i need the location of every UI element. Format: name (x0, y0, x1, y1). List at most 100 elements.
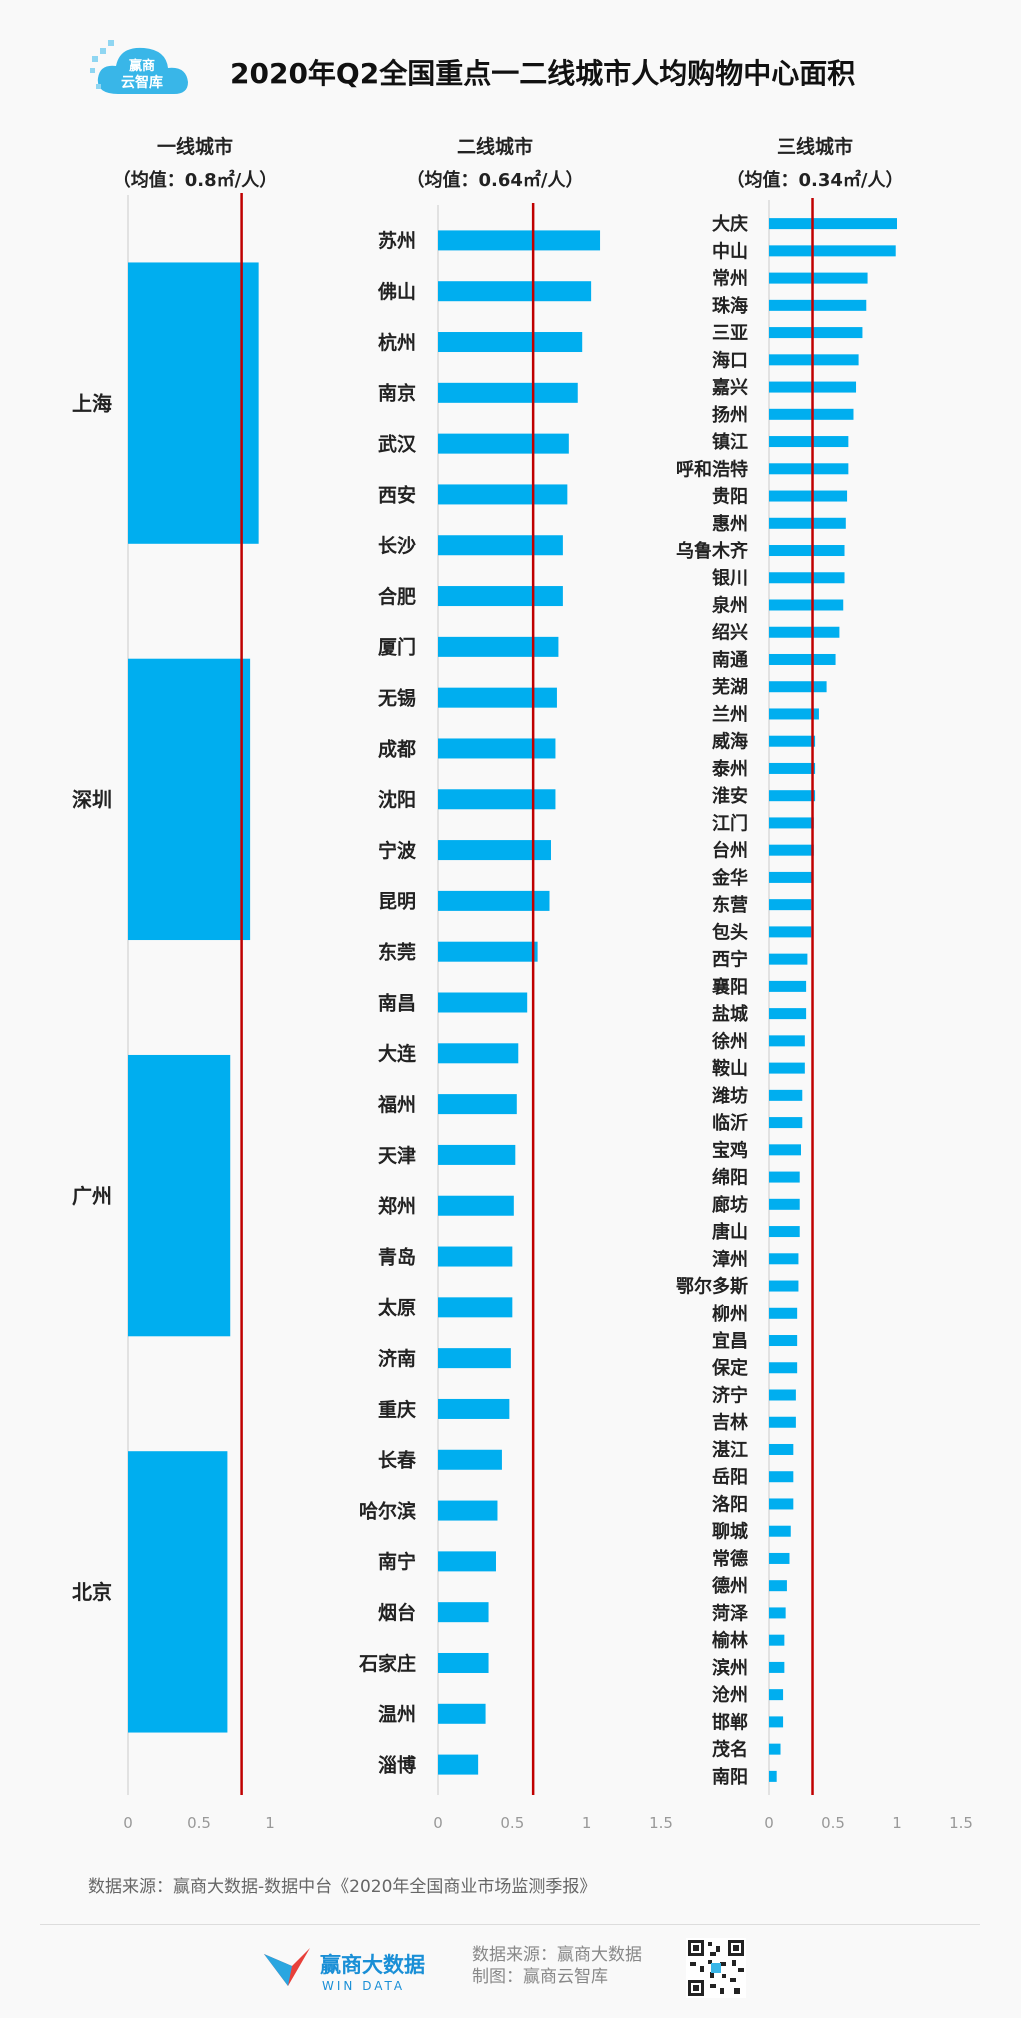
panel-3-bar-17 (769, 681, 827, 693)
panel-3-bar-50 (769, 1580, 787, 1592)
panel-2-tick-label-2: 1 (582, 1814, 592, 1832)
footer-credits: 数据来源：赢商大数据 制图：赢商云智库 (472, 1944, 642, 1988)
panel-3-tick-label-2: 1 (892, 1814, 902, 1832)
panel-2-category-label-10: 成都 (378, 737, 416, 760)
panel-3-tick-label-0: 0 (764, 1814, 774, 1832)
windata-brand-cn: 赢商大数据 (320, 1953, 425, 1977)
panel-2-category-label-12: 宁波 (378, 839, 417, 862)
panel-2-category-label-3: 南京 (378, 382, 416, 405)
panel-3-category-label-22: 江门 (712, 812, 748, 834)
panel-2-bar-13 (438, 890, 550, 911)
panel-3-category-label-31: 鞍山 (712, 1058, 748, 1080)
panel-1-tick-label-2: 1 (265, 1814, 275, 1832)
panel-2-bar-26 (438, 1551, 496, 1572)
panel-3-category-label-10: 贵阳 (712, 487, 748, 508)
panel-3-bar-23 (769, 844, 814, 856)
panel-2-bar-30 (438, 1754, 479, 1775)
panel-3-category-label-55: 邯郸 (712, 1711, 748, 1733)
panel-3-bar-31 (769, 1062, 805, 1074)
panel-2-category-label-29: 温州 (378, 1704, 416, 1726)
panel-2-category-label-26: 南宁 (378, 1550, 416, 1573)
panel-3-bar-30 (769, 1035, 805, 1047)
credit-made: 制图：赢商云智库 (472, 1967, 608, 1987)
panel-3-bar-7 (769, 408, 854, 420)
panel-2-bar-29 (438, 1703, 486, 1724)
panel-1-subtitle: （均值：0.8㎡/人） (112, 170, 278, 191)
panel-2-category-label-28: 石家庄 (358, 1652, 416, 1675)
panel-2-category-label-13: 昆明 (378, 891, 416, 913)
panel-3-bar-0 (769, 218, 897, 230)
panel-3-category-label-17: 芜湖 (712, 676, 748, 698)
panel-3-bar-29 (769, 1008, 807, 1020)
panel-3-category-label-38: 漳州 (712, 1248, 748, 1270)
panel-3-bar-27 (769, 953, 808, 965)
panel-1-category-label-2: 广州 (72, 1184, 112, 1208)
panel-3-bar-16 (769, 653, 836, 665)
panel-2-category-label-22: 济南 (378, 1347, 416, 1370)
panel-3-bar-5 (769, 354, 859, 366)
panel-3-category-label-57: 南阳 (712, 1766, 748, 1788)
logo-text-top: 赢商 (129, 58, 155, 74)
panel-3-category-label-24: 金华 (711, 867, 748, 889)
panel-3-bar-57 (769, 1770, 777, 1782)
page-title: 2020年Q2全国重点一二线城市人均购物中心面积 (230, 57, 856, 90)
panel-3-category-label-30: 徐州 (711, 1030, 748, 1052)
panel-2-bar-2 (438, 332, 583, 353)
panel-3-category-label-56: 茂名 (712, 1739, 748, 1761)
panel-3-tick-label-1: 0.5 (821, 1814, 845, 1832)
panel-3-bar-56 (769, 1743, 781, 1755)
panel-3-category-label-48: 聊城 (712, 1521, 748, 1543)
panel-2-bar-16 (438, 1043, 519, 1064)
panel-3-bar-13 (769, 572, 845, 584)
panel-2-bar-28 (438, 1652, 489, 1673)
panel-3-category-label-11: 惠州 (712, 514, 748, 535)
panel-2-bar-0 (438, 230, 601, 251)
panel-3-tick-label-3: 1.5 (949, 1814, 973, 1832)
panel-3-title: 三线城市 (776, 136, 853, 158)
panel-2-bar-20 (438, 1246, 513, 1267)
winshang-cloud-logo: 赢商 云智库 (90, 40, 188, 94)
panel-2-bar-23 (438, 1398, 510, 1419)
panel-2-category-label-25: 哈尔滨 (359, 1499, 416, 1522)
panel-3-bar-40 (769, 1307, 798, 1319)
panel-3-category-label-8: 镇江 (712, 431, 748, 453)
panel-3-bar-12 (769, 545, 845, 557)
panel-3-bar-41 (769, 1335, 798, 1347)
panel-3-category-label-53: 滨州 (712, 1657, 748, 1679)
panel-3-bar-15 (769, 626, 840, 638)
panel-2-bar-3 (438, 382, 578, 403)
panel-3-category-label-21: 淮安 (712, 785, 748, 807)
panel-3-category-label-18: 兰州 (712, 703, 748, 725)
panel-2-category-label-1: 佛山 (377, 280, 416, 303)
panel-3-bar-24 (769, 871, 813, 883)
panel-2-category-label-7: 合肥 (378, 585, 416, 608)
panel-3-bar-39 (769, 1280, 799, 1292)
panel-2-category-label-2: 杭州 (378, 331, 416, 354)
logo-text-bottom: 云智库 (121, 74, 163, 91)
panel-3-category-label-36: 廊坊 (712, 1194, 748, 1216)
panel-2-bar-12 (438, 840, 551, 861)
panel-2-category-label-30: 淄博 (378, 1753, 416, 1776)
panel-2-bar-21 (438, 1297, 513, 1318)
panel-2-bar-15 (438, 992, 528, 1013)
panel-3-category-label-0: 大庆 (712, 213, 748, 235)
panel-3-category-label-32: 潍坊 (712, 1085, 748, 1107)
panel-3-bar-52 (769, 1634, 785, 1646)
panel-3-subtitle: （均值：0.34㎡/人） (726, 170, 904, 191)
panel-2-bar-27 (438, 1602, 489, 1623)
panel-3-category-label-5: 海口 (712, 349, 748, 371)
panel-1-bar-3 (128, 1451, 228, 1733)
panel-2-category-label-16: 大连 (378, 1042, 417, 1065)
panel-3-bar-49 (769, 1552, 790, 1564)
panel-3-bar-46 (769, 1471, 794, 1483)
panel-2-bar-11 (438, 789, 556, 810)
panel-3-category-label-4: 三亚 (712, 323, 748, 344)
panel-2-category-label-15: 南昌 (378, 992, 416, 1014)
panel-3-bar-28 (769, 980, 807, 992)
panel-1-title: 一线城市 (156, 136, 233, 158)
credit-source: 数据来源：赢商大数据 (472, 1945, 642, 1965)
panel-2-bar-22 (438, 1348, 511, 1369)
panel-3-category-label-16: 南通 (712, 649, 748, 671)
panel-1-bar-1 (128, 658, 251, 941)
